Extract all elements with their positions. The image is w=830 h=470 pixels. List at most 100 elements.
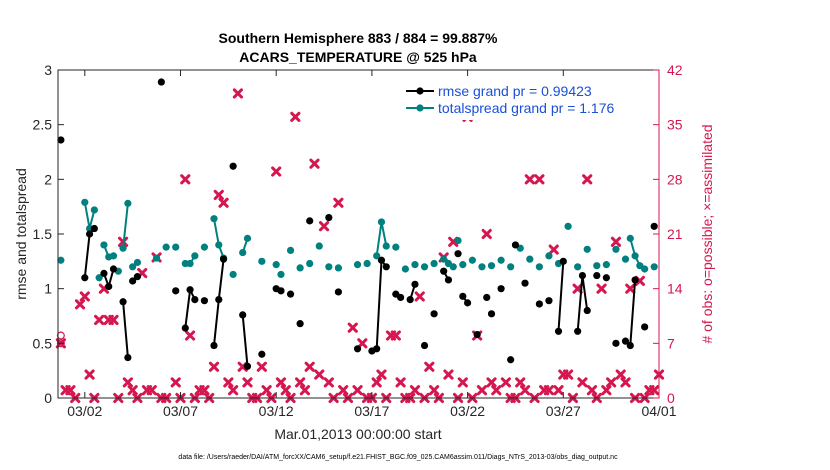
rmse-point [277,287,285,295]
obs-assimilated-stroke [476,385,488,396]
obs-assimilated-stroke [295,377,306,388]
rmse-point [511,241,520,249]
totalspread-point [133,258,142,267]
obs-assimilated-stroke [261,385,272,396]
rmse-point [430,310,438,318]
rmse-point [397,293,405,302]
rmse-point [521,279,529,287]
y-left-tick-label: 0.5 [33,335,53,351]
obs-assimilated-stroke [615,369,626,380]
legend: rmse grand pr = 0.99423 totalspread gran… [400,80,656,120]
y-left-tick-label: 0 [44,390,52,406]
rmse-line [557,261,565,332]
rmse-point [210,341,218,350]
obs-assimilated-marker [577,377,588,388]
rmse-point [105,282,113,291]
obs-assimilated-marker [318,221,330,232]
rmse-point [200,297,209,305]
totalspread-point [81,198,89,206]
obs-assimilated-marker [218,197,229,208]
obs-assimilated-marker [500,377,511,388]
rmse-point [650,222,658,230]
totalspread-point [373,252,381,260]
obs-assimilated-stroke [376,369,387,380]
obs-assimilated-stroke [304,361,315,372]
rmse-point [133,273,142,281]
obs-assimilated-marker [299,385,311,396]
totalspread-point [129,263,137,271]
obs-assimilated-stroke [634,275,645,286]
obs-assimilated-stroke [443,369,454,380]
obs-assimilated-marker [228,385,239,396]
totalspread-point [162,243,170,251]
obs-assimilated-stroke [586,385,598,396]
totalspread-point [119,244,127,252]
rmse-point [554,327,563,335]
obs-assimilated-stroke [457,377,468,388]
rmse-point [454,250,462,258]
y-axis-label-left: rmse and totalspread [13,168,29,300]
obs-assimilated-stroke [500,377,511,388]
totalspread-point [641,265,649,273]
obs-assimilated-marker [610,236,622,247]
totalspread-point [593,262,601,270]
x-tick-label: 03/02 [67,403,102,419]
rmse-point [181,324,189,332]
obs-assimilated-marker [65,385,76,396]
obs-assimilated-stroke [491,385,502,396]
obs-assimilated-stroke [146,385,157,396]
totalspread-point [296,264,304,272]
totalspread-point [57,256,65,264]
rmse-point [411,280,419,288]
obs-assimilated-stroke [649,385,660,396]
rmse-point [507,356,515,364]
rmse-point [602,274,610,282]
rmse-point [85,230,94,238]
obs-assimilated-stroke [409,385,421,396]
obs-assimilated-stroke [577,377,588,388]
obs-assimilated-stroke [309,158,320,169]
obs-assimilated-marker [280,385,291,396]
obs-assimilated-stroke [323,377,334,388]
totalspread-point [602,261,610,269]
obs-assimilated-stroke [524,174,535,185]
x-axis-label: Mar.01,2013 00:00:00 start [274,426,441,442]
obs-assimilated-marker [476,385,488,396]
obs-assimilated-stroke [543,385,555,396]
obs-assimilated-marker [620,377,631,388]
obs-assimilated-marker [309,158,320,169]
totalspread-point [449,263,457,271]
totalspread-point [612,245,620,253]
obs-assimilated-stroke [481,228,492,240]
obs-assimilated-marker [582,174,593,185]
obs-assimilated-stroke [610,236,622,247]
obs-possible-marker [56,339,65,348]
obs-assimilated-marker [596,283,607,294]
rmse-point [243,362,252,370]
obs-assimilated-stroke [582,174,593,185]
rmse-line [122,301,129,358]
totalspread-point [468,256,476,264]
plot-area [58,70,659,398]
rmse-point [641,323,649,331]
totalspread-point [109,252,118,260]
totalspread-point [487,262,496,270]
obs-assimilated-stroke [208,361,220,372]
y-left-tick-label: 1 [44,281,52,297]
obs-assimilated-stroke [596,283,607,294]
data-file-footnote: data file: /Users/raeder/DAI/ATM_forcXX/… [178,454,618,461]
totalspread-point [363,259,371,268]
obs-assimilated-marker [347,322,358,333]
obs-assimilated-marker [208,361,220,372]
totalspread-point [454,236,462,245]
obs-assimilated-stroke [79,291,90,302]
obs-assimilated-marker [122,377,133,388]
rmse-point [444,276,453,284]
y-right-tick-label: 35 [667,117,683,133]
obs-assimilated-marker [615,369,626,380]
rmse-point [497,285,505,293]
totalspread-point [382,242,390,250]
obs-assimilated-marker [586,385,598,396]
rmse-point [382,263,390,271]
x-tick-label: 04/01 [641,403,676,419]
